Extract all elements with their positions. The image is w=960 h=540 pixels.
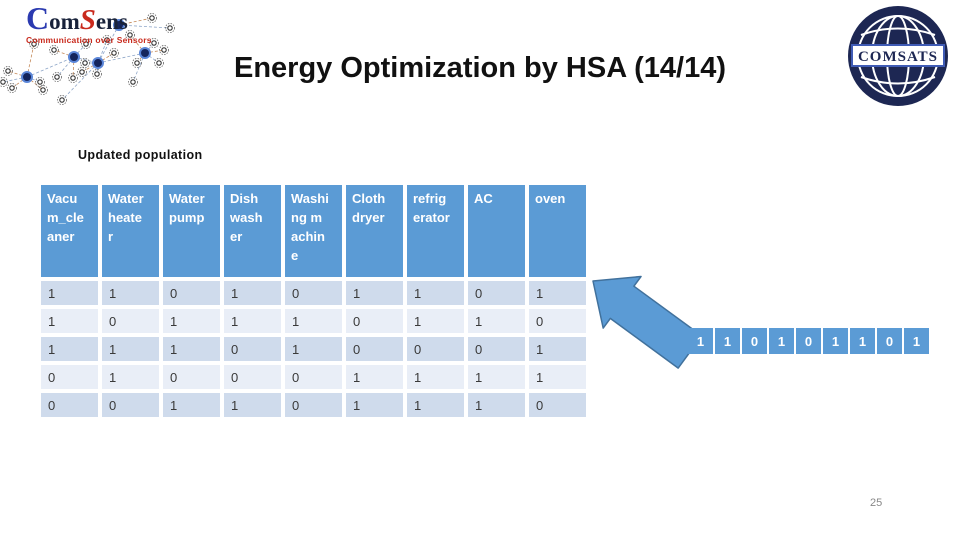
appliance-table-container: Vacum_cleaner Water heater Water pump Dish … — [37, 181, 590, 421]
table-cell: 1 — [41, 281, 98, 305]
table-cell: 0 — [468, 281, 525, 305]
comsens-logo: ComSens Communication over Sensors — [26, 2, 152, 45]
highlight-cell: 0 — [742, 328, 767, 354]
table-cell: 0 — [163, 365, 220, 389]
table-cell: 1 — [407, 393, 464, 417]
column-header-cell: Washing machine — [285, 185, 342, 277]
table-cell: 1 — [102, 365, 159, 389]
table-cell: 1 — [407, 281, 464, 305]
page-title: Energy Optimization by HSA (14/14) — [233, 52, 727, 84]
table-cell: 0 — [285, 281, 342, 305]
table-cell: 1 — [346, 365, 403, 389]
column-header-cell: Vacum_cleaner — [41, 185, 98, 277]
column-header-cell: Dish washer — [224, 185, 281, 277]
table-cell: 1 — [163, 309, 220, 333]
table-header-row: Vacum_cleaner Water heater Water pump Dish … — [41, 185, 586, 277]
table-cell: 0 — [285, 393, 342, 417]
table-cell: 1 — [224, 393, 281, 417]
table-cell: 1 — [468, 393, 525, 417]
table-cell: 1 — [529, 365, 586, 389]
column-header-cell: AC — [468, 185, 525, 277]
section-label: Updated population — [78, 148, 203, 162]
column-header-cell: oven — [529, 185, 586, 277]
table-cell: 1 — [407, 365, 464, 389]
table-cell: 0 — [102, 393, 159, 417]
column-header-cell: Water pump — [163, 185, 220, 277]
comsens-letters-ens: ens — [95, 9, 128, 34]
comsats-banner-text: COMSATS — [858, 49, 938, 65]
comsens-tagline: Communication over Sensors — [26, 35, 152, 45]
table-cell: 0 — [468, 337, 525, 361]
table-cell: 1 — [41, 337, 98, 361]
table-header: Vacum_cleaner Water heater Water pump Dish … — [41, 185, 586, 277]
column-header-cell: refrigerator — [407, 185, 464, 277]
table-cell: 1 — [346, 393, 403, 417]
table-cell: 1 — [163, 393, 220, 417]
highlight-cell: 0 — [877, 328, 902, 354]
table-cell: 0 — [346, 337, 403, 361]
highlight-cell: 1 — [823, 328, 848, 354]
table-cell: 1 — [102, 281, 159, 305]
table-cell: 0 — [41, 365, 98, 389]
table-cell: 1 — [407, 309, 464, 333]
table-cell: 1 — [529, 281, 586, 305]
table-cell: 1 — [163, 337, 220, 361]
table-cell: 1 — [468, 309, 525, 333]
table-cell: 0 — [346, 309, 403, 333]
highlight-cell: 1 — [688, 328, 713, 354]
comsens-letter-s: S — [79, 4, 96, 36]
table-cell: 1 — [224, 309, 281, 333]
highlight-cell: 1 — [904, 328, 929, 354]
table-cell: 1 — [41, 309, 98, 333]
highlight-cell: 1 — [769, 328, 794, 354]
table-cell: 0 — [285, 365, 342, 389]
table-cell: 0 — [529, 309, 586, 333]
column-header-cell: Cloth dryer — [346, 185, 403, 277]
table-cell: 0 — [41, 393, 98, 417]
appliance-table: Vacum_cleaner Water heater Water pump Dish … — [37, 181, 590, 421]
table-cell: 1 — [346, 281, 403, 305]
table-cell: 0 — [224, 337, 281, 361]
column-header-cell: Water heater — [102, 185, 159, 277]
table-cell: 1 — [468, 365, 525, 389]
comsats-globe-icon: COMSATS — [848, 6, 948, 106]
table-cell: 0 — [224, 365, 281, 389]
table-cell: 0 — [102, 309, 159, 333]
table-cell: 0 — [407, 337, 464, 361]
sensor-network-icon — [0, 13, 175, 105]
table-cell: 1 — [285, 309, 342, 333]
table-cell: 1 — [102, 337, 159, 361]
table-cell: 1 — [224, 281, 281, 305]
highlight-cell: 0 — [796, 328, 821, 354]
table-cell: 0 — [163, 281, 220, 305]
comsens-letters-om: om — [49, 9, 80, 34]
page-number: 25 — [870, 497, 883, 509]
table-cell: 1 — [285, 337, 342, 361]
highlight-cell: 1 — [715, 328, 740, 354]
table-cell: 0 — [529, 393, 586, 417]
table-cell: 1 — [529, 337, 586, 361]
comsens-letter-c: C — [26, 0, 50, 36]
highlight-cell: 1 — [850, 328, 875, 354]
